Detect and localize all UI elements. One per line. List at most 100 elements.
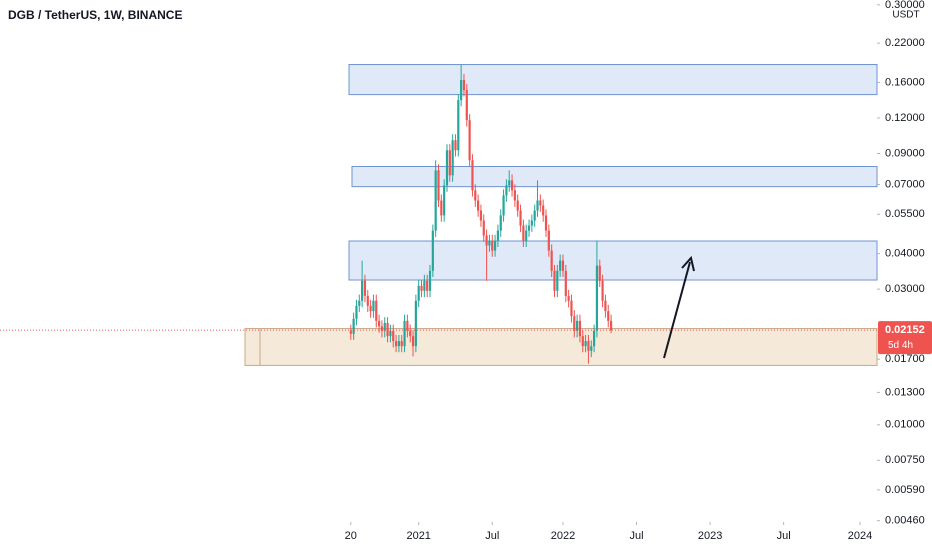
zone <box>244 328 878 366</box>
x-tick-label: Jul <box>630 530 644 542</box>
candle-body <box>375 300 378 321</box>
candle-body <box>411 336 415 347</box>
candle-body <box>542 205 545 216</box>
candle-body <box>553 270 556 291</box>
candle-body <box>508 180 511 186</box>
candle-body <box>423 280 426 291</box>
candle-body <box>479 210 483 221</box>
candle-body <box>434 170 437 231</box>
candle-body <box>366 295 369 306</box>
candle-body <box>570 300 573 317</box>
candle-body <box>363 280 367 296</box>
candle-body <box>527 225 531 231</box>
x-tick-label: 2024 <box>848 530 872 542</box>
candle-body <box>403 320 406 347</box>
candle-body <box>525 230 528 241</box>
x-tick-label: 2021 <box>406 530 430 542</box>
candle-body <box>505 185 508 196</box>
candle-body <box>595 265 599 331</box>
candle-body <box>502 195 505 216</box>
candle-body <box>454 140 457 151</box>
candle-body <box>355 305 358 319</box>
candle-body <box>431 230 434 271</box>
candles <box>349 64 613 364</box>
candle-body <box>414 300 417 347</box>
candle-body <box>471 160 474 191</box>
candle-body <box>392 330 395 342</box>
candle-body <box>510 180 514 191</box>
y-tick-label: 0.01300 <box>885 386 925 398</box>
price-label-box <box>878 321 932 355</box>
candle-body <box>482 220 485 236</box>
candle-body <box>493 240 497 251</box>
candle-body <box>448 150 451 176</box>
x-tick-label: Jul <box>485 530 499 542</box>
zone <box>348 240 878 281</box>
candle-body <box>556 270 559 291</box>
axis-unit-box <box>889 8 923 22</box>
candle-body <box>443 185 446 216</box>
candle-body <box>513 190 516 201</box>
candle-body <box>420 285 423 291</box>
x-tick-label: Jul <box>777 530 791 542</box>
candle-body <box>417 285 420 301</box>
x-tick-label: 2022 <box>551 530 575 542</box>
arrow-shaft <box>663 261 691 359</box>
candle-body <box>389 330 392 337</box>
candle-body <box>496 230 500 241</box>
zone <box>351 166 878 188</box>
y-tick-label: 0.04000 <box>885 248 925 260</box>
candle-body <box>457 100 460 151</box>
arrow-head <box>681 255 695 272</box>
y-tick-label: 0.07000 <box>885 178 925 190</box>
candle-body <box>361 280 364 301</box>
candle-body <box>584 341 587 347</box>
candle-body <box>369 305 372 312</box>
y-tick-label: 0.22000 <box>885 37 925 49</box>
candle-body <box>533 210 536 221</box>
candle-body <box>358 300 361 306</box>
y-tick-label: 0.12000 <box>885 112 925 124</box>
candle-body <box>547 230 550 251</box>
candle-body <box>573 316 576 331</box>
candle-body <box>576 320 579 331</box>
candle-body <box>609 320 613 331</box>
y-tick-label: 0.00460 <box>885 515 925 527</box>
candle-body <box>581 336 584 347</box>
candle-body <box>474 190 477 201</box>
candle-body <box>397 341 400 347</box>
candle-body <box>400 341 403 347</box>
candle-body <box>426 280 429 291</box>
y-tick-label: 0.05500 <box>885 208 925 220</box>
candle-body <box>468 120 471 161</box>
y-tick-label: 0.09000 <box>885 147 925 159</box>
candle-body <box>372 300 375 312</box>
candle-body <box>477 200 480 211</box>
candle-body <box>349 330 352 334</box>
candle-body <box>488 240 491 246</box>
axes: 0.30000 0.22000 0.16000 0.12000 0.09000 0.070… <box>345 0 932 542</box>
candle-body <box>530 220 533 226</box>
candle-body <box>383 323 386 331</box>
candle-body <box>578 320 582 337</box>
chart-title: DGB / TetherUS, 1W, BINANCE <box>8 8 182 22</box>
candle-body <box>516 200 519 211</box>
candle-body <box>598 265 601 281</box>
candle-body <box>522 225 525 241</box>
y-tick-label: 0.00590 <box>885 484 925 496</box>
candle-body <box>352 318 355 334</box>
candle-body <box>409 330 412 337</box>
candle-body <box>561 260 565 271</box>
candle-body <box>564 270 567 296</box>
candle-body <box>377 320 381 327</box>
candle-body <box>601 280 604 301</box>
candle-body <box>536 200 539 211</box>
zone <box>348 64 878 96</box>
candle-body <box>406 320 409 331</box>
x-tick-label: 20 <box>345 530 357 542</box>
candle-body <box>451 140 454 176</box>
y-tick-label: 0.01700 <box>885 353 925 365</box>
candle-body <box>437 170 440 201</box>
candle-body <box>604 300 607 312</box>
candle-body <box>380 326 384 331</box>
